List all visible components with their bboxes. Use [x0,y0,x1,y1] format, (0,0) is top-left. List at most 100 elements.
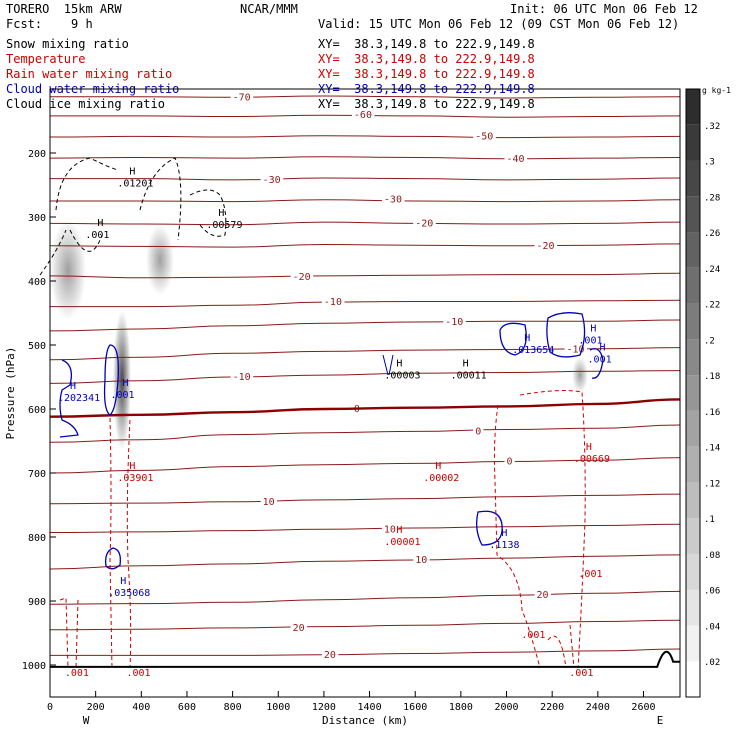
contour-label-bg [534,239,558,251]
contour-label-bg [260,173,284,185]
cloud-water-contour [546,312,586,358]
temperature-contour [49,135,681,139]
forecast-hour: Fcst: 9 h [6,17,93,31]
colorbar-step [686,589,700,626]
contour-label: -40 [507,154,525,165]
temperature-contour [49,554,681,570]
temperature-contour [50,199,681,203]
contour-label-bg [230,371,254,382]
x-tick-label: 2200 [540,702,564,713]
freezing-contour [49,398,681,418]
colorbar-step [686,482,700,519]
y-tick-label: 500 [28,341,46,352]
colorbar-step [686,339,700,376]
colorbar-tick-label: .06 [704,587,720,597]
contour-label: -60 [354,110,372,121]
temperature-contour [49,156,681,160]
y-tick-label: 300 [28,213,46,224]
colorbar-step [686,446,700,483]
y-tick-label: 800 [28,533,46,544]
colorbar-tick-label: .1 [704,515,715,525]
contour-label-bg [443,315,466,327]
temperature-contour [50,177,681,181]
contour-label-bg [473,425,484,437]
field-name: Snow mixing ratio [6,37,129,51]
colorbar: .02 .04 .06 .08 .1 .12 .14 .16 .18 .2 .22 .24 .26 .28… [685,86,731,698]
max-marker: H [600,343,606,354]
contour-label-bg [260,495,278,507]
colorbar-step [686,89,700,125]
contour-label-bg [534,589,551,601]
colorbar-step [686,518,700,554]
y-tick-label: 600 [28,405,46,416]
temperature-contour [49,457,681,474]
max-marker: H [435,461,441,472]
contour-label-bg [321,648,339,660]
colorbar-step [686,553,700,590]
contour-label-bg [351,109,375,121]
colorbar-tick-label: .02 [704,658,720,668]
max-value-label: .001 [578,335,602,346]
temperature-contour [49,319,681,332]
max-value-label: .001 [578,569,602,580]
cloud-ice-contour [55,157,227,241]
max-labels: H.01201H.001H.00579H.013654H.001H.001H.0… [58,167,612,680]
contour-label-bg [473,130,496,142]
x-axis-label: Distance (km) [322,714,408,727]
temperature-contour [50,95,681,99]
max-marker: H [524,333,530,344]
colorbar-step [686,375,700,411]
max-value-label: .001 [85,230,109,241]
max-marker: H [129,461,135,472]
colorbar-step [686,196,700,233]
contour-label-bg [290,621,308,633]
colorbar-step [686,661,700,697]
x-tick-label: 2600 [631,702,655,713]
field-xy: XY= 38.3,149.8 to 222.9,149.8 [318,37,535,51]
east-label: E [657,714,664,727]
temperature-contour [49,424,681,443]
max-value-label: .00011 [451,371,487,382]
colorbar-step [686,124,700,161]
contour-label: -10 [567,344,585,355]
max-marker: H [122,378,128,389]
x-tick-label: 1200 [312,702,336,713]
contour-label-bg [290,271,314,283]
max-marker: H [590,323,596,334]
cloud-ice-contour [39,229,103,276]
init-time: Init: 06 UTC Mon 06 Feb 12 [510,2,698,16]
colorbar-tick-label: .32 [704,122,720,132]
colorbar-tick-label: .28 [704,193,720,203]
contour-label-bg [413,554,430,566]
max-marker: H [70,381,76,392]
freezing-level-line [49,398,681,418]
contour-label-bg [381,193,405,205]
colorbar-step [686,303,700,340]
contour-label-bg [504,152,528,164]
contour-label: -20 [537,241,555,252]
max-value-label: .001 [588,355,612,366]
colorbar-tick-label: .14 [704,444,720,454]
cloud-water-contour [382,354,394,376]
max-marker: H [463,359,469,370]
colorbar-step [686,410,700,447]
max-value-label: .00001 [384,537,420,548]
colorbar-tick-label: .24 [704,265,720,275]
field-name: Temperature [6,52,86,66]
colorbar-tick-label: .16 [704,408,720,418]
field-name: Cloud ice mixing ratio [6,97,165,111]
contour-label: -20 [415,218,433,229]
temperature-contour [49,619,681,631]
contour-label: 10 [415,555,427,566]
temperature-contour [49,590,681,605]
contour-label: 20 [293,623,305,634]
x-tick-label: 1600 [403,702,427,713]
colorbar-step [686,267,700,304]
mixing-ratio-contours [39,157,604,669]
x-tick-label: 2400 [586,702,610,713]
rain-water-contour [519,390,586,669]
rain-water-contour [493,404,541,669]
colorbar-tick-label: .22 [704,301,720,311]
contour-label: 0 [507,456,513,467]
